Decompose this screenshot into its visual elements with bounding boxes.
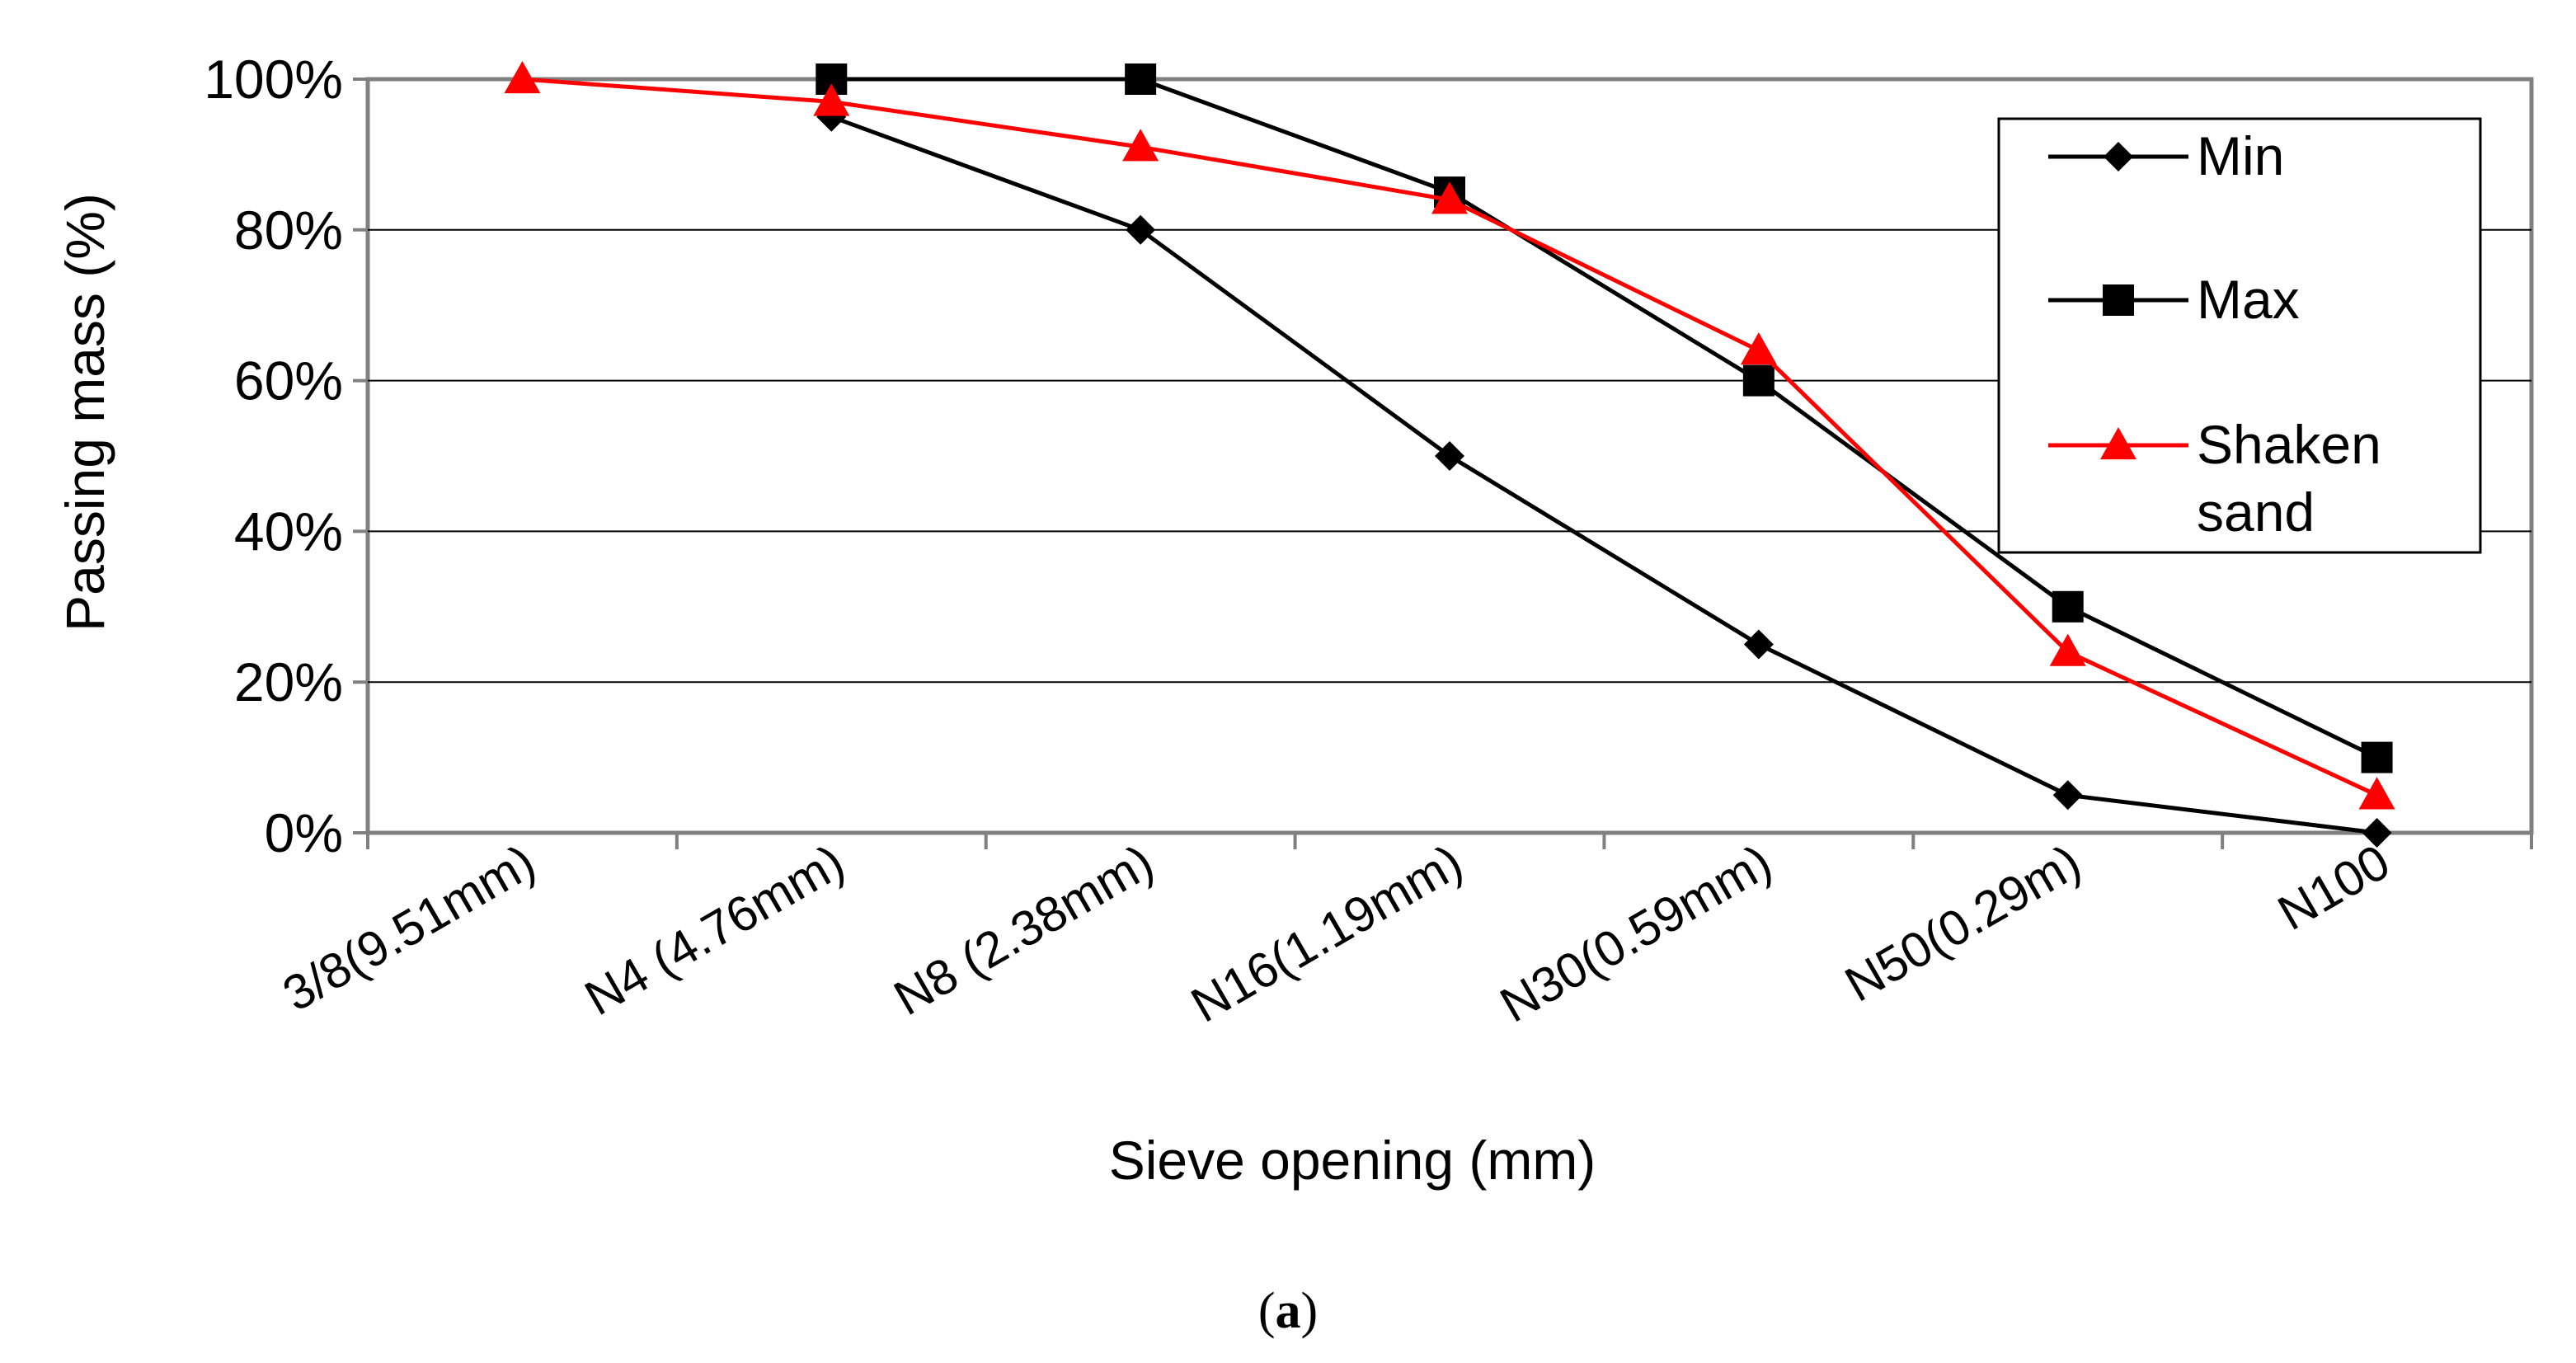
legend-label-min: Min [2197,125,2284,186]
data-point-min [1435,441,1464,471]
x-tick-label: N100 [2268,834,2399,941]
x-tick-label: N16(1.19mm) [1182,834,1471,1032]
y-tick-label: 80% [234,200,343,261]
data-point-max [1125,63,1157,95]
data-point-shaken-sand [1122,129,1159,162]
legend-label-line: sand [2197,482,2315,543]
legend-label-shaken-sand: Shaken sand [2197,414,2381,543]
caption-open-paren: ( [1258,1283,1276,1339]
legend-label-max: Max [2197,269,2300,330]
figure-caption: (a) [1258,1283,1318,1339]
data-point-shaken-sand [1740,332,1777,365]
x-tick-label: N4 (4.76mm) [576,834,853,1026]
y-tick-label: 60% [234,350,343,411]
data-point-max [2361,741,2393,773]
series-line-min [830,115,2377,835]
legend-box [1997,117,2482,554]
data-point-shaken-sand [813,83,850,116]
y-axis-label: Passing mass (%) [54,193,115,632]
x-axis-label: Sieve opening (mm) [1109,1130,1596,1191]
data-point-shaken-sand [504,61,541,94]
y-tick-label: 40% [234,501,343,562]
data-point-min [2362,818,2392,848]
caption-close-paren: ) [1301,1283,1319,1339]
y-tick-label: 100% [204,49,343,110]
data-point-shaken-sand [1431,181,1468,214]
caption-letter: a [1276,1283,1301,1339]
data-point-max [1742,364,1775,397]
series-line-max [831,77,2378,759]
y-tick-label: 20% [234,651,343,712]
data-point-min [2052,780,2083,811]
data-point-shaken-sand [2049,633,2086,666]
y-tick-label: 0% [265,802,343,863]
legend-marker-min [2104,142,2133,172]
data-point-shaken-sand [2358,777,2395,810]
legend-marker-max [2103,284,2134,316]
data-point-min [1743,629,1774,660]
x-tick-label: N50(0.29m) [1836,834,2089,1012]
data-point-min [1126,214,1156,245]
series-layer [504,61,2395,848]
x-tick-label: N8 (2.38mm) [885,834,1163,1026]
x-tick-labels: 3/8(9.51mm) N4 (4.76mm) N8 (2.38mm) N16(1.1… [274,834,2399,1032]
x-tick-label: N30(0.59mm) [1491,834,1780,1032]
legend: Min Max Shaken sand [1997,117,2482,554]
legend-items: Min Max Shaken sand [2048,125,2381,543]
axes [353,78,2533,849]
y-tick-labels: 0% 20% 40% 60% 80% 100% [204,49,343,863]
data-point-max [2052,590,2084,623]
legend-marker-shaken-sand [2100,427,2136,460]
legend-label-line: Shaken [2197,414,2381,475]
